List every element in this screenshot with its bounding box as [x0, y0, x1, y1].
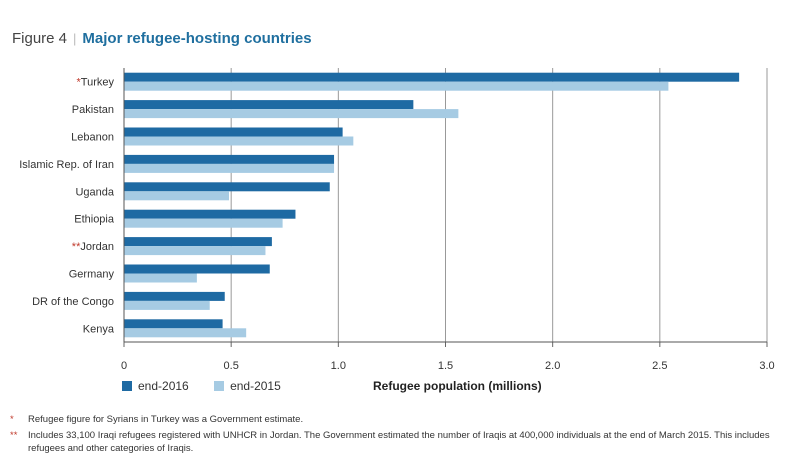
x-tick-label: 3.0 [759, 360, 774, 372]
x-tick-label: 1.0 [331, 360, 346, 372]
legend-item-end-2016: end-2016 [122, 379, 189, 393]
category-label: *Turkey [77, 77, 115, 89]
bar-end-2015 [124, 163, 335, 173]
footnotes: * Refugee figure for Syrians in Turkey w… [10, 414, 800, 459]
legend-swatch-end-2015 [214, 380, 225, 391]
bar-end-2016 [124, 237, 272, 247]
legend-label-end-2015: end-2015 [230, 378, 281, 393]
bar-end-2015 [124, 191, 230, 201]
category-name: Ethiopia [74, 214, 115, 226]
bar-end-2015 [124, 273, 197, 283]
bar-end-2016 [124, 72, 740, 82]
legend-item-end-2015: end-2015 [214, 379, 281, 393]
footnote-jordan: ** Includes 33,100 Iraqi refugees regist… [10, 430, 800, 455]
category-name: DR of the Congo [32, 296, 114, 308]
category-label: Pakistan [72, 104, 114, 116]
legend-label-end-2016: end-2016 [138, 378, 189, 393]
x-tick-label: 1.5 [438, 360, 453, 372]
footnote-turkey: * Refugee figure for Syrians in Turkey w… [10, 414, 800, 426]
footnote-marker: ** [72, 241, 81, 253]
bar-chart: 0 0.5 1.0 1.5 2.0 2.5 3.0 *Turkey Pakistan Lebano… [19, 68, 775, 372]
bar-end-2016 [124, 127, 343, 137]
x-tick-label: 2.5 [652, 360, 667, 372]
bar-end-2015 [124, 81, 669, 91]
bar-end-2015 [124, 136, 354, 146]
category-label: Kenya [83, 323, 115, 335]
category-label: DR of the Congo [32, 296, 114, 308]
x-tick-label: 0.5 [224, 360, 239, 372]
figure-title-row: Figure 4 | Major refugee-hosting countries [12, 30, 312, 47]
category-label: Islamic Rep. of Iran [19, 159, 114, 171]
footnote-text: Refugee figure for Syrians in Turkey was… [28, 414, 304, 425]
bar-end-2016 [124, 319, 223, 329]
bar-end-2016 [124, 209, 296, 219]
category-label: Lebanon [71, 132, 114, 144]
bar-end-2015 [124, 246, 266, 256]
x-tick-label: 2.0 [545, 360, 560, 372]
category-name: Uganda [75, 186, 114, 198]
bar-end-2016 [124, 264, 270, 274]
title-separator: | [73, 31, 77, 46]
category-label: Uganda [75, 186, 114, 198]
bar-end-2015 [124, 109, 459, 119]
bar-end-2016 [124, 182, 330, 192]
legend-swatch-end-2016 [122, 380, 132, 391]
footnote-text: Includes 33,100 Iraqi refugees registere… [28, 430, 770, 454]
bar-end-2015 [124, 328, 247, 338]
footnote-marker: * [10, 414, 14, 425]
bar-end-2015 [124, 218, 283, 228]
category-name: Pakistan [72, 104, 114, 116]
category-name: Turkey [81, 77, 115, 89]
bar-end-2016 [124, 291, 225, 301]
category-label: **Jordan [72, 241, 114, 253]
category-name: Jordan [80, 241, 114, 253]
chart-legend: end-2016 end-2015 [122, 378, 303, 393]
figure-title: Major refugee-hosting countries [82, 30, 312, 47]
x-axis-label: Refugee population (millions) [373, 379, 542, 393]
figure-number: Figure 4 [12, 30, 68, 47]
bar-end-2016 [124, 100, 414, 110]
category-name: Lebanon [71, 132, 114, 144]
footnote-marker: ** [10, 430, 18, 442]
category-name: Islamic Rep. of Iran [19, 159, 114, 171]
category-label: Germany [69, 269, 115, 281]
bar-end-2015 [124, 300, 210, 310]
footnote-marker: * [77, 77, 82, 89]
category-name: Kenya [83, 323, 115, 335]
bar-end-2016 [124, 154, 335, 164]
category-name: Germany [69, 269, 115, 281]
category-label: Ethiopia [74, 214, 115, 226]
x-tick-label: 0 [121, 360, 127, 372]
